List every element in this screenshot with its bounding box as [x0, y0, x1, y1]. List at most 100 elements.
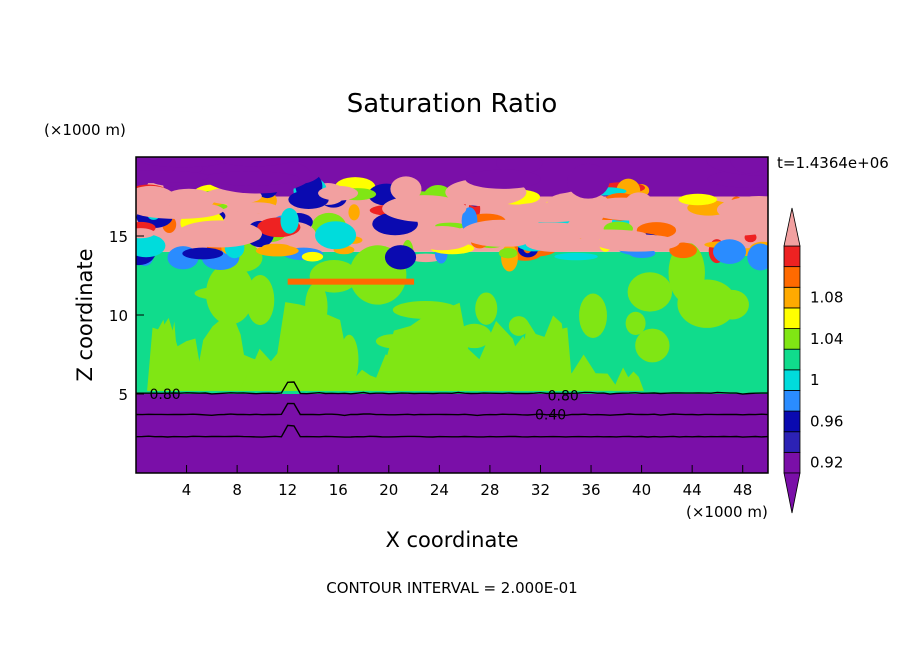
z-unit-label: (×1000 m): [44, 121, 126, 139]
supersaturated-patch: [318, 185, 359, 201]
subsaturated-patch: [508, 316, 529, 336]
saturation-patch: [678, 193, 718, 206]
subsaturated-patch: [392, 300, 459, 319]
chart-title: Saturation Ratio: [347, 89, 558, 119]
subsaturated-patch: [518, 315, 571, 391]
x-unit-label: (×1000 m): [686, 503, 768, 521]
saturation-patch: [136, 236, 163, 256]
saturation-patch: [348, 204, 360, 221]
y-axis-label: Z coordinate: [73, 248, 97, 381]
x-tick-label: 4: [182, 481, 192, 499]
supersaturated-patch: [191, 224, 226, 240]
time-label: t=1.4364e+06: [777, 154, 889, 172]
x-tick-label: 32: [531, 481, 550, 499]
supersaturated-patch: [624, 192, 654, 215]
supersaturated-patch: [136, 185, 175, 210]
saturation-patch: [262, 243, 291, 251]
dry-patch: [567, 163, 610, 199]
x-tick-label: 20: [379, 481, 398, 499]
dry-patch: [136, 170, 210, 184]
subsaturated-patch: [635, 328, 670, 363]
dry-patch: [465, 169, 541, 189]
region-lower-dry-layer: [136, 394, 768, 473]
supersaturated-patch: [501, 202, 598, 223]
saturation-patch: [554, 252, 598, 261]
subsaturated-patch: [238, 348, 302, 391]
subsaturated-patch: [475, 292, 498, 325]
supersaturated-patch: [525, 235, 588, 252]
supersaturated-patch: [729, 208, 768, 222]
colorbar-segment: [783, 369, 801, 391]
saturation-patch: [390, 176, 422, 202]
x-tick-label: 44: [683, 481, 702, 499]
colorbar-segment: [783, 266, 801, 288]
dry-patch: [729, 157, 768, 174]
saturation-patch: [409, 253, 443, 263]
x-tick-label: 12: [278, 481, 297, 499]
supersaturated-patch: [233, 202, 279, 214]
saturation-patch: [747, 243, 768, 271]
contour-line-0-20: [136, 424, 768, 438]
supersaturated-patch: [675, 230, 710, 244]
subsaturated-patch: [715, 289, 749, 320]
x-tick-label: 36: [581, 481, 600, 499]
supersaturated-patch: [382, 195, 467, 222]
supersaturated-patch: [411, 226, 473, 251]
colorbar-tick-label: 1: [810, 371, 820, 389]
supersaturated-patch: [136, 228, 155, 239]
saturation-patch: [498, 248, 518, 259]
subsaturated-patch: [627, 272, 673, 312]
x-tick-label: 40: [632, 481, 651, 499]
supersaturated-patch: [566, 229, 647, 240]
saturation-patch: [182, 247, 224, 260]
colorbar-tick-label: 0.96: [810, 412, 843, 430]
colorbar: 0.92 0.96 1 1.04 1.08: [783, 207, 843, 514]
colorbar-tick-label: 1.04: [810, 330, 843, 348]
saturation-patch: [669, 242, 697, 259]
supersaturated-streak: [287, 278, 415, 285]
colorbar-segment: [783, 348, 801, 371]
contour-label: 0.40: [535, 408, 566, 424]
colorbar-tick-label: 0.92: [810, 454, 843, 472]
colorbar-tick-label: 1.08: [810, 289, 843, 307]
colorbar-extend-low: [783, 472, 801, 514]
contour-label: 0.80: [149, 387, 180, 403]
x-axis-label: X coordinate: [385, 528, 518, 552]
colorbar-segment: [783, 286, 801, 309]
plot-area: [136, 157, 768, 473]
contour-line-0-80: [136, 381, 768, 395]
x-tick-label: 16: [329, 481, 348, 499]
subsaturated-patch: [579, 293, 607, 338]
saturation-patch: [384, 245, 417, 270]
x-tick-label: 48: [733, 481, 752, 499]
y-tick-label: 5: [118, 386, 128, 404]
dry-patch: [210, 157, 300, 167]
subsaturated-patch: [612, 367, 644, 391]
contour-interval-label: CONTOUR INTERVAL = 2.000E-01: [326, 579, 577, 597]
subsaturated-patch: [457, 323, 492, 349]
colorbar-segment: [783, 245, 801, 268]
subsaturated-patch: [339, 334, 359, 385]
saturation-patch: [301, 251, 324, 262]
colorbar-segment: [783, 328, 801, 350]
x-tick-label: 28: [480, 481, 499, 499]
x-tick-label: 8: [232, 481, 242, 499]
subsaturated-patch: [305, 282, 328, 332]
colorbar-segment: [783, 410, 801, 433]
supersaturated-patch: [488, 226, 534, 247]
dry-patch: [138, 157, 228, 168]
x-tick-label: 24: [430, 481, 449, 499]
y-tick-label: 10: [109, 307, 128, 325]
colorbar-extend-high: [783, 207, 801, 247]
subsaturated-patch: [206, 263, 254, 325]
subsaturated-patch: [375, 334, 413, 349]
subsaturated-patch: [424, 319, 462, 358]
saturation-patch: [713, 239, 747, 264]
y-tick-label: 15: [109, 228, 128, 246]
colorbar-segment: [783, 307, 801, 329]
colorbar-segment: [783, 451, 801, 474]
contour-label: 0.80: [548, 389, 579, 405]
subsaturated-patch: [154, 334, 206, 391]
colorbar-segment: [783, 431, 801, 453]
